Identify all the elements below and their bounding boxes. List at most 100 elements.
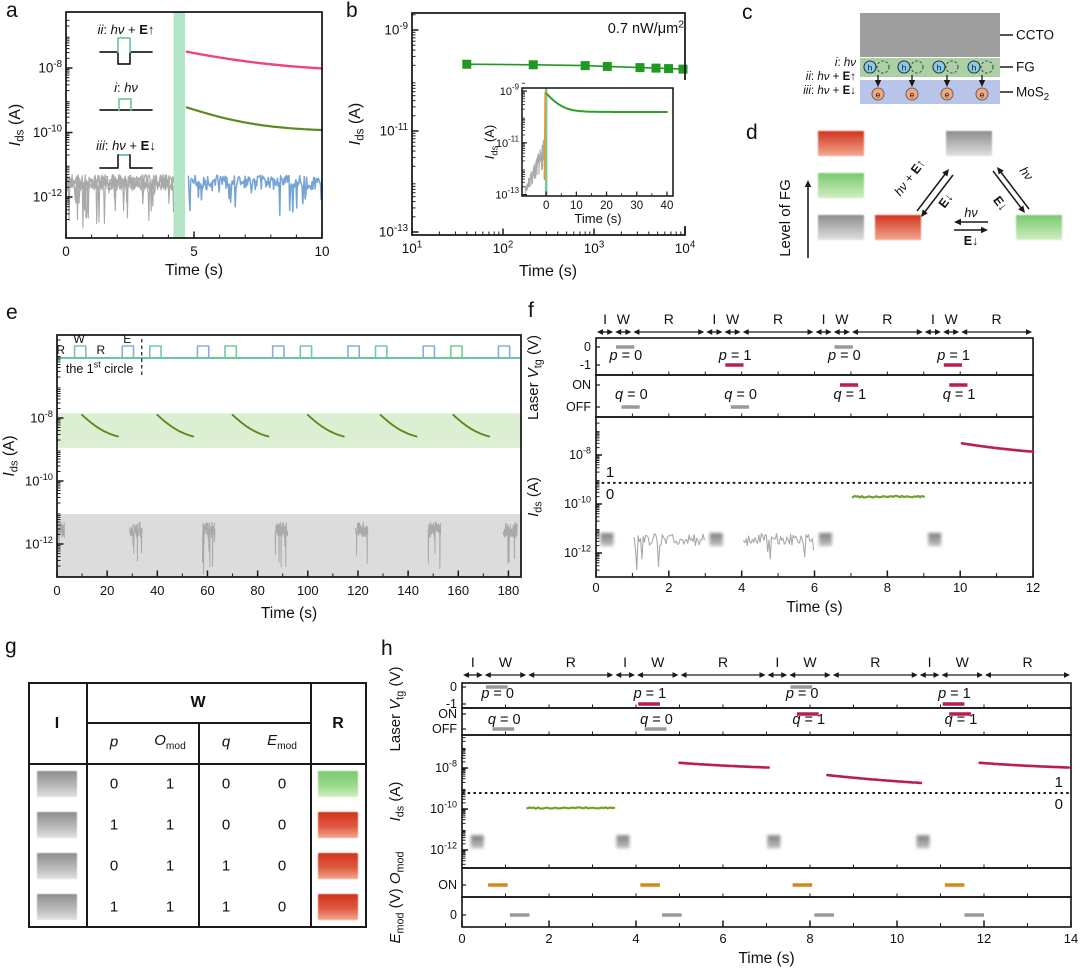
tspan: I (603, 311, 607, 327)
tspan: -9 (399, 21, 408, 32)
tspan: 60 (200, 583, 214, 598)
tspan: the 1 (66, 362, 94, 376)
tspan: h (972, 63, 977, 73)
sub-header-omod: Omod (154, 732, 186, 752)
waveform-ii (99, 51, 153, 65)
tspan: hν (964, 206, 978, 220)
inset-photocurrent-decay (545, 92, 668, 113)
state-box-green (1016, 215, 1062, 240)
erase-pulse (121, 345, 135, 359)
interval-label-i: I (603, 311, 607, 327)
panel-letter-e: e (6, 301, 18, 324)
input-state-swatch (37, 853, 77, 879)
tspan: 10 (402, 241, 417, 256)
tspan: : (811, 71, 817, 83)
omod-tick-label: ON (438, 878, 457, 892)
tspan: -13 (394, 223, 408, 234)
read-state-swatch (318, 853, 358, 879)
x-tick-label: 10 (314, 244, 329, 259)
sub: mod (165, 741, 186, 752)
panel-letter-f: f (528, 299, 534, 322)
tspan: 10 (570, 200, 583, 212)
tspan: E (843, 71, 851, 83)
level-band (57, 413, 521, 448)
level-1-label: 1 (606, 464, 614, 481)
tspan: ↑ (850, 71, 856, 83)
tspan: iii (803, 85, 811, 97)
series-write-decay (231, 413, 270, 438)
panel-letter-a: a (6, 0, 18, 22)
tspan: = 0 (648, 712, 673, 728)
data-point-square (580, 61, 590, 71)
table-cell: 1 (165, 898, 175, 916)
arrowhead-icon (843, 329, 850, 335)
electron-label: e (910, 90, 915, 100)
data-point-square (678, 64, 688, 74)
inset-frame (521, 87, 674, 197)
y-tick-label: 10-10 (33, 124, 63, 141)
write-pulse (374, 345, 388, 359)
tspan: -12 (578, 544, 591, 554)
series-dark-noise (65, 173, 175, 225)
tspan: ds (490, 145, 500, 155)
x-tick-label: 5 (190, 244, 198, 259)
x-tick-label: 103 (584, 240, 604, 257)
series-intermediate-state (851, 494, 925, 499)
x-tick-label: 60 (200, 583, 214, 598)
tspan: R (773, 311, 783, 327)
table-cell: 1 (165, 775, 175, 793)
tspan: + (126, 138, 141, 153)
state-0-marker (767, 835, 781, 849)
first-circle-label: the 1st circle (66, 360, 134, 377)
p-value-label: p = 1 (937, 686, 971, 702)
layer-label: CCTO (1016, 28, 1054, 43)
arrowhead-icon (706, 329, 713, 335)
interval-label-i: I (623, 654, 627, 670)
arrowhead-icon (716, 329, 723, 335)
x-tick-label: 8 (806, 931, 813, 946)
tspan: mod (395, 913, 407, 934)
tspan: 10 (33, 125, 48, 140)
series-photocurrent-line (466, 63, 684, 70)
tspan: ↓ (972, 234, 978, 248)
tspan: 0 (543, 200, 549, 212)
state-0-marker (616, 835, 630, 849)
tspan: tg (533, 359, 545, 368)
arrowhead-icon (789, 672, 796, 678)
tspan: = 1 (951, 387, 976, 403)
level-0-label: 0 (606, 486, 614, 503)
tspan: = 0 (496, 712, 521, 728)
tspan: = 0 (618, 348, 643, 364)
tspan: 0 (606, 486, 614, 503)
tspan: 10 (25, 537, 39, 552)
input-state-swatch (37, 771, 77, 797)
tspan: p (480, 686, 489, 702)
x-axis-title: Time (s) (165, 262, 223, 279)
read-state-swatch (318, 894, 358, 920)
inset-y-tick-label: 10-11 (496, 134, 520, 150)
legend-iii: iii: hν + E↓ (96, 138, 156, 153)
table-cell: 0 (277, 857, 287, 875)
x-tick-label: 40 (150, 583, 164, 598)
erase-pulse (271, 345, 285, 359)
tspan: (A) (482, 125, 497, 146)
panel-c: c h e h e h e h e CCTO FG MoS2 i: hν ii: hν + E↑ iii:… (700, 0, 1080, 116)
table-cell: 0 (221, 775, 231, 793)
i: p (109, 733, 119, 751)
tspan: 6 (811, 580, 818, 595)
q-value-label: q = 1 (834, 387, 867, 403)
tspan: 10 (584, 241, 599, 256)
x-tick-label: 12 (977, 931, 991, 946)
series-intermediate-state (526, 806, 616, 810)
panel-a: a 10-8 10-10 10-12 0 5 10 Time (s) Ids (A) ii: h… (0, 0, 340, 298)
state-0-marker (470, 835, 484, 849)
tspan: ON (438, 878, 457, 892)
arrowhead-icon (921, 209, 928, 217)
y-tick-label: 10-10 (430, 800, 457, 817)
tspan: = 0 (836, 348, 861, 364)
tspan: 10 (30, 411, 44, 426)
series-erase-noise (355, 521, 369, 564)
